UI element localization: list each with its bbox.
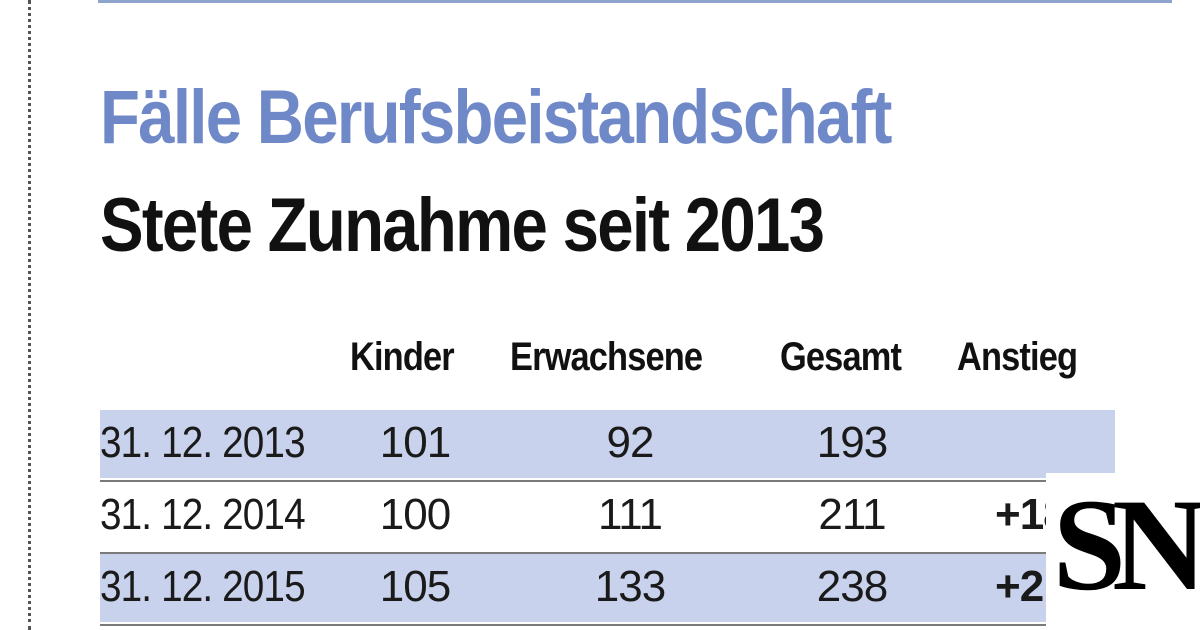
headline-title: Fälle Berufsbeistandschaft (100, 75, 892, 160)
sn-logo: SN (1046, 473, 1200, 630)
table-row: 31. 12. 2015 105 133 238 +2 (100, 554, 1115, 622)
cell-date: 31. 12. 2014 (100, 490, 306, 539)
column-header-kinder: Kinder (350, 335, 455, 379)
cell-kinder: 105 (379, 562, 451, 611)
headline-subtitle: Stete Zunahme seit 2013 (100, 183, 825, 268)
cell-gesamt: 238 (816, 562, 888, 611)
table-row: 31. 12. 2014 100 111 211 +18 (100, 482, 1115, 550)
row-divider (100, 480, 1115, 482)
column-header-erwachsene: Erwachsene (510, 335, 703, 379)
column-header-gesamt: Gesamt (780, 335, 902, 379)
cell-erwachsene: 111 (598, 490, 663, 539)
top-rule (98, 0, 1172, 3)
cell-gesamt: 193 (816, 418, 888, 467)
cell-gesamt: 211 (818, 490, 886, 539)
cell-date: 31. 12. 2015 (100, 562, 306, 611)
row-divider (100, 624, 1115, 626)
cell-erwachsene: 133 (594, 562, 666, 611)
cell-date: 31. 12. 2013 (100, 418, 306, 467)
cell-erwachsene: 92 (606, 418, 655, 467)
cell-kinder: 101 (379, 418, 451, 467)
cell-anstieg: +2 (995, 562, 1044, 611)
column-header-anstieg: Anstieg (957, 335, 1078, 379)
table-row: 31. 12. 2013 101 92 193 (100, 410, 1115, 478)
row-divider (100, 552, 1115, 554)
dotted-divider (28, 0, 31, 630)
sn-logo-text: SN (1052, 471, 1200, 618)
cell-kinder: 100 (379, 490, 451, 539)
